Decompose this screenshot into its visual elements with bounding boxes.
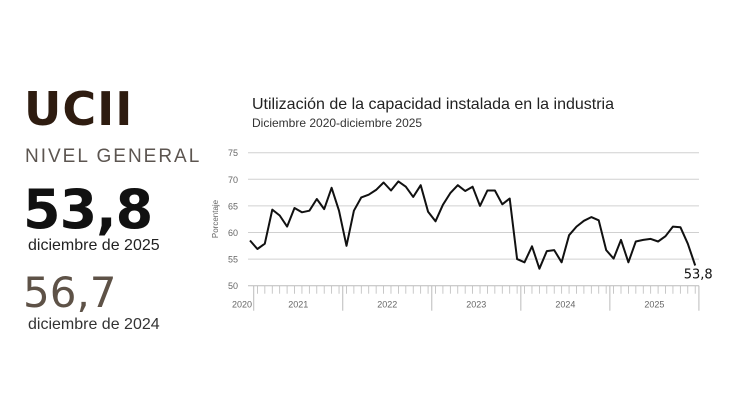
y-axis-label: Porcentaje xyxy=(211,199,220,238)
chart-subtitle: Diciembre 2020-diciembre 2025 xyxy=(252,116,423,130)
y-tick-label: 70 xyxy=(228,175,238,185)
previous-value: 56,7 xyxy=(23,268,117,317)
x-year-label: 2024 xyxy=(555,300,575,310)
level-label: NIVEL GENERAL xyxy=(25,146,202,167)
current-value: 53,8 xyxy=(23,178,153,241)
x-year-label: 2022 xyxy=(377,300,397,310)
x-year-label: 2020 xyxy=(232,300,252,310)
brand-title: UCII xyxy=(24,82,134,136)
y-tick-label: 60 xyxy=(228,228,238,238)
chart-title: Utilización de la capacidad instalada en… xyxy=(252,96,614,113)
series-line xyxy=(249,180,697,270)
x-year-label: 2025 xyxy=(644,300,664,310)
current-period: diciembre de 2025 xyxy=(28,237,160,254)
x-year-label: 2021 xyxy=(288,300,308,310)
y-tick-label: 75 xyxy=(228,148,238,158)
previous-period: diciembre de 2024 xyxy=(28,316,160,333)
x-year-label: 2023 xyxy=(466,300,486,310)
end-value-label: 53,8 xyxy=(684,267,713,282)
y-tick-label: 55 xyxy=(228,255,238,265)
y-tick-label: 50 xyxy=(228,281,238,291)
y-tick-label: 65 xyxy=(228,201,238,211)
